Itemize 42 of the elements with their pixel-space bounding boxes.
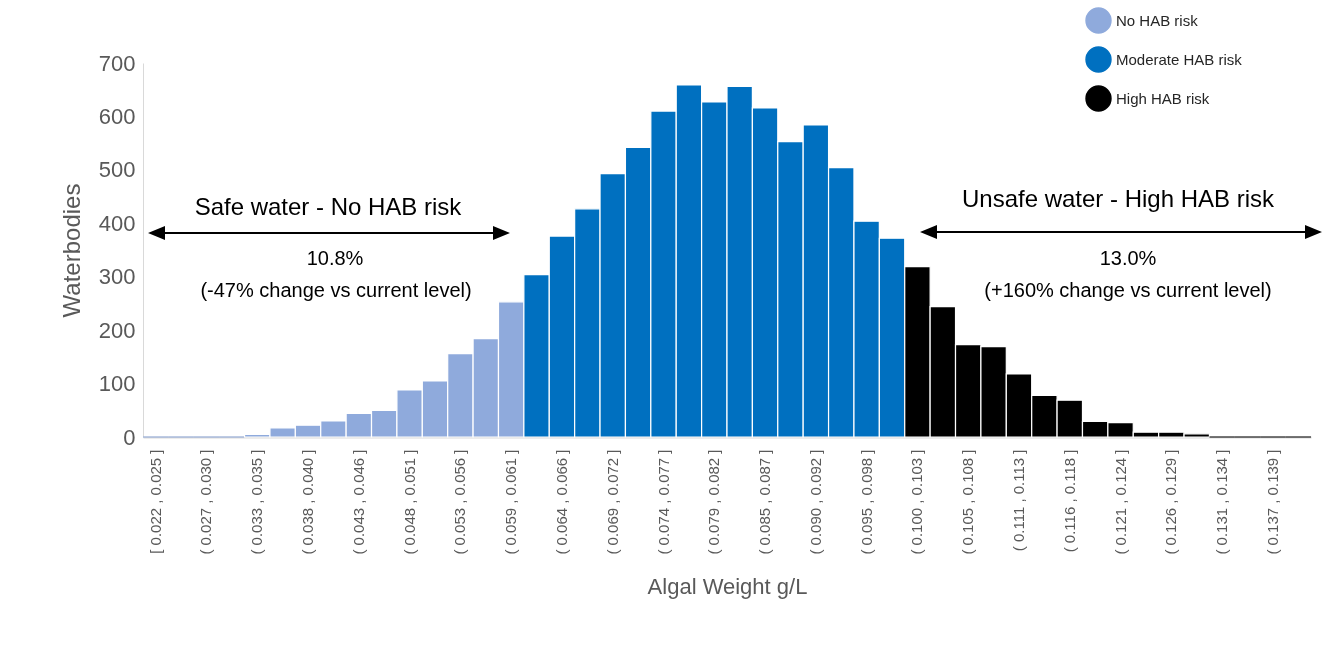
y-tick-label: 0 <box>123 424 136 450</box>
y-axis-title: Waterbodies <box>57 183 85 318</box>
x-tick-label: ( 0.033 , 0.035 ] <box>248 449 266 555</box>
x-tick-label: ( 0.074 , 0.077 ] <box>654 449 672 555</box>
x-axis-title: Algal Weight g/L <box>647 573 808 599</box>
y-tick-label: 100 <box>98 371 136 397</box>
x-tick-label: ( 0.111 , 0.113 ] <box>1010 449 1027 552</box>
x-tick-label: ( 0.069 , 0.072 ] <box>603 449 621 555</box>
annotation: 10.8% <box>306 247 364 269</box>
y-tick-label: 500 <box>98 157 136 183</box>
y-tick-label: 400 <box>98 210 136 236</box>
annotation: Safe water - No HAB risk <box>194 193 463 220</box>
x-tick-label: ( 0.095 , 0.098 ] <box>857 449 875 555</box>
legend-label: High HAB risk <box>1116 89 1210 107</box>
x-tick-label: ( 0.064 , 0.066 ] <box>552 449 570 555</box>
x-tick-label: ( 0.048 , 0.051 ] <box>400 449 418 555</box>
x-tick-label: ( 0.085 , 0.087 ] <box>756 449 774 555</box>
x-tick-label: ( 0.105 , 0.108 ] <box>959 449 977 555</box>
x-tick-label: ( 0.116 , 0.118 ] <box>1060 449 1078 553</box>
annotation: 13.0% <box>1099 247 1157 269</box>
annotation: (+160% change vs current level) <box>984 279 1272 301</box>
x-tick-label: ( 0.053 , 0.056 ] <box>451 449 469 555</box>
y-tick-label: 600 <box>98 103 136 129</box>
x-tick-label: ( 0.027 , 0.030 ] <box>197 449 215 555</box>
x-tick-label: ( 0.131 , 0.134 ] <box>1213 449 1231 555</box>
legend-label: Moderate HAB risk <box>1116 50 1243 68</box>
y-tick-label: 700 <box>98 50 136 76</box>
x-tick-label: ( 0.121 , 0.124 ] <box>1111 449 1129 555</box>
y-tick-label: 200 <box>98 317 136 343</box>
x-tick-label: ( 0.090 , 0.092 ] <box>806 449 824 555</box>
x-tick-label: ( 0.079 , 0.082 ] <box>705 449 723 555</box>
x-tick-label: ( 0.059 , 0.061 ] <box>502 449 520 555</box>
x-tick-label: ( 0.100 , 0.103 ] <box>908 449 926 555</box>
x-tick-label: ( 0.038 , 0.040 ] <box>299 449 317 555</box>
x-tick-label: ( 0.126 , 0.129 ] <box>1162 449 1180 555</box>
x-tick-label: ( 0.043 , 0.046 ] <box>349 449 367 555</box>
y-tick-label: 300 <box>98 264 136 290</box>
annotation: (-47% change vs current level) <box>200 279 472 301</box>
x-tick-label: [ 0.022 , 0.025 ] <box>146 449 164 554</box>
annotation: Unsafe water - High HAB risk <box>961 185 1276 212</box>
legend-label: No HAB risk <box>1116 11 1199 29</box>
x-tick-label: ( 0.137 , 0.139 ] <box>1263 449 1281 555</box>
